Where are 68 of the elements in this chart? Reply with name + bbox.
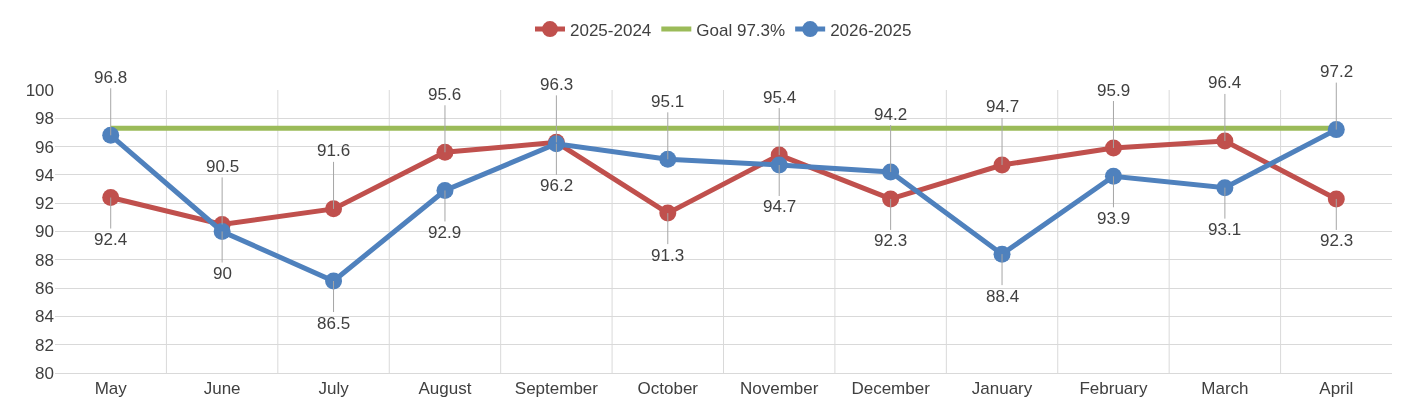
- legend-label: 2026-2025: [830, 20, 912, 40]
- data-label: 92.9: [428, 223, 462, 242]
- x-tick-label: May: [94, 379, 128, 399]
- point: [102, 126, 120, 144]
- x-tick-label: October: [637, 379, 699, 399]
- data-label: 95.4: [763, 88, 797, 107]
- data-label: 94.7: [763, 197, 797, 216]
- point: [213, 223, 231, 240]
- data-label: 92.3: [874, 231, 908, 250]
- y-tick-label: 94: [35, 165, 54, 185]
- y-tick-label: 82: [35, 335, 54, 355]
- data-label: 90: [213, 264, 232, 283]
- x-tick-label: December: [851, 379, 931, 399]
- x-tick-label: April: [1319, 379, 1354, 399]
- x-tick-label: January: [971, 379, 1033, 399]
- data-label: 95.1: [651, 92, 685, 111]
- data-label: 94.2: [874, 105, 908, 124]
- point: [102, 189, 120, 207]
- x-tick-label: August: [418, 379, 472, 399]
- point: [882, 190, 900, 208]
- x-tick-label: June: [203, 379, 241, 399]
- data-label: 95.6: [428, 85, 462, 104]
- x-tick-label: September: [514, 379, 599, 399]
- point: [882, 163, 900, 181]
- point: [1216, 132, 1234, 150]
- point: [659, 204, 677, 222]
- data-label: 88.4: [986, 287, 1020, 306]
- point: [436, 143, 454, 161]
- data-label: 95.9: [1097, 81, 1131, 100]
- x-tick-label: July: [318, 379, 350, 399]
- data-label: 96.4: [1208, 73, 1242, 92]
- point: [1327, 121, 1345, 139]
- legend-label: 2025-2024: [570, 20, 652, 40]
- data-label: 96.3: [540, 75, 574, 94]
- data-label: 92.4: [94, 230, 128, 249]
- point: [1327, 190, 1345, 208]
- x-tick-label: February: [1079, 379, 1148, 399]
- x-tick-label: March: [1201, 379, 1249, 399]
- y-tick-label: 92: [35, 194, 54, 214]
- data-label: 92.3: [1320, 231, 1354, 250]
- data-label: 93.9: [1097, 209, 1131, 228]
- point: [1104, 167, 1122, 185]
- data-label: 86.5: [317, 314, 351, 333]
- y-tick-label: 100: [25, 80, 54, 100]
- point: [1104, 139, 1122, 157]
- data-label: 96.8: [94, 68, 128, 87]
- point: [325, 200, 343, 218]
- y-tick-label: 88: [35, 250, 54, 270]
- legend-label: Goal 97.3%: [696, 20, 786, 40]
- y-tick-label: 98: [35, 109, 54, 129]
- y-tick-label: 86: [35, 279, 54, 299]
- point: [325, 272, 343, 290]
- y-tick-label: 90: [35, 222, 54, 242]
- data-label: 94.7: [986, 97, 1020, 116]
- point: [770, 156, 788, 174]
- y-tick-label: 80: [35, 363, 54, 383]
- data-label: 90.5: [206, 157, 240, 176]
- point: [1216, 179, 1234, 197]
- data-label: 91.3: [651, 246, 685, 265]
- data-label: 96.2: [540, 176, 574, 195]
- point: [659, 150, 677, 168]
- data-label: 91.6: [317, 141, 351, 160]
- data-label: 97.2: [1320, 62, 1354, 81]
- y-tick-label: 96: [35, 137, 54, 157]
- point: [436, 181, 454, 199]
- x-tick-label: November: [740, 379, 819, 399]
- y-tick-label: 84: [35, 307, 54, 327]
- data-label: 93.1: [1208, 220, 1242, 239]
